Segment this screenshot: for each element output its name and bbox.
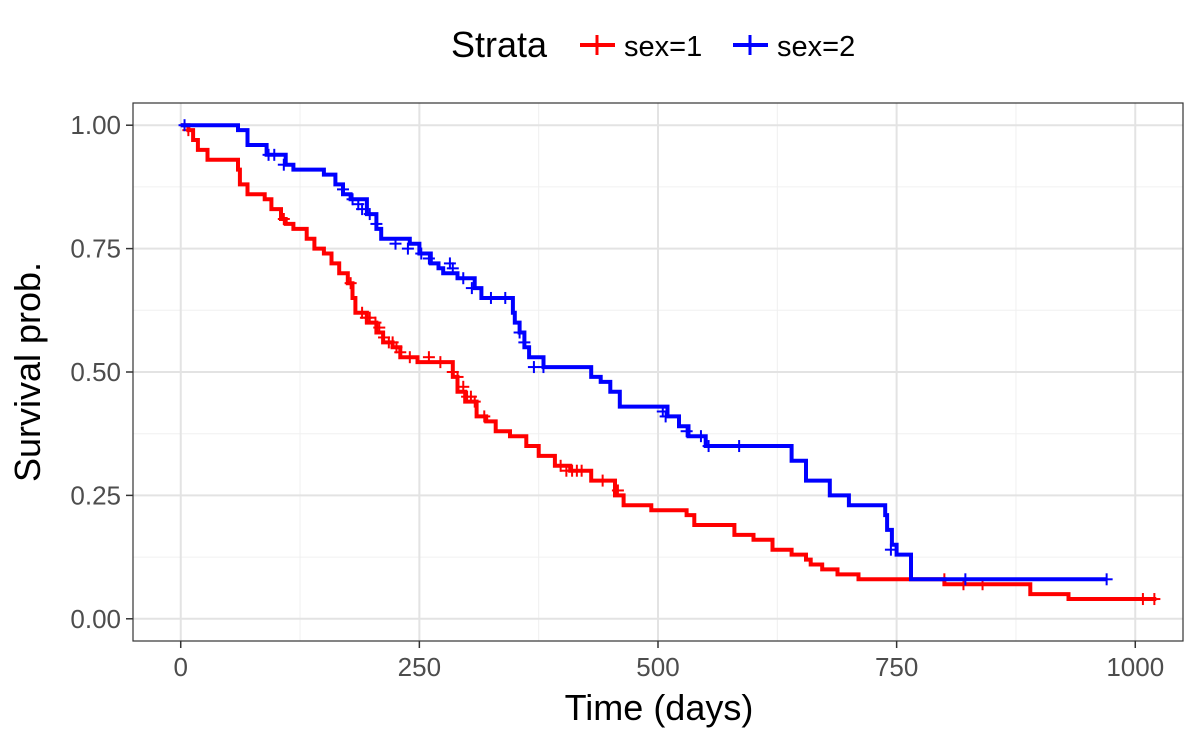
censor-mark xyxy=(394,346,407,359)
x-axis-title: Time (days) xyxy=(565,687,754,728)
censor-mark xyxy=(401,242,414,255)
censor-mark xyxy=(884,543,897,556)
censor-mark xyxy=(422,351,435,364)
censor-mark xyxy=(370,217,383,230)
axes: 0 250 500 750 1000 0.00 0.25 0.50 0.75 1.00 xyxy=(70,110,1164,682)
censor-mark xyxy=(959,573,972,586)
censor-mark xyxy=(702,440,715,453)
censor-mark xyxy=(344,277,357,290)
censor-mark xyxy=(389,237,402,250)
censor-mark xyxy=(268,148,281,161)
censor-mark xyxy=(434,356,447,369)
censor-mark xyxy=(451,370,464,383)
censor-mark xyxy=(363,208,376,221)
censor-mark xyxy=(465,282,478,295)
censor-mark xyxy=(1100,573,1113,586)
censor-mark xyxy=(694,430,707,443)
legend-key-sex-1 xyxy=(580,35,615,55)
censor-mark xyxy=(499,291,512,304)
censor-mark xyxy=(484,291,497,304)
x-tick-label: 250 xyxy=(398,652,441,682)
legend-label-sex-2: sex=2 xyxy=(777,31,855,63)
censor-mark xyxy=(733,440,746,453)
y-axis-title: Survival prob. xyxy=(7,262,48,482)
censor-mark xyxy=(337,183,349,196)
censor-mark xyxy=(518,336,531,349)
censor-mark xyxy=(537,361,550,374)
grid xyxy=(133,103,1183,641)
km-curve-sex-1 xyxy=(180,123,1157,601)
censor-mark xyxy=(422,252,435,265)
censor-mark xyxy=(277,212,290,225)
legend-title: Strata xyxy=(451,24,548,65)
censor-mark xyxy=(575,464,588,477)
x-tick-label: 0 xyxy=(173,652,187,682)
x-tick-label: 500 xyxy=(636,652,679,682)
censor-mark xyxy=(373,321,386,334)
series-layer xyxy=(178,119,1161,606)
censor-mark xyxy=(446,262,459,275)
legend-key-sex-2 xyxy=(733,35,768,55)
censor-mark xyxy=(468,395,481,408)
x-tick-label: 750 xyxy=(875,652,918,682)
y-tick-label: 1.00 xyxy=(70,110,121,140)
y-tick-label: 0.00 xyxy=(70,604,121,634)
censor-mark xyxy=(611,484,624,497)
x-tick-label: 1000 xyxy=(1106,652,1164,682)
censor-mark xyxy=(277,158,290,171)
censor-mark xyxy=(596,474,609,487)
censor-mark xyxy=(478,410,491,423)
censor-mark xyxy=(356,203,369,216)
y-tick-label: 0.75 xyxy=(70,234,121,264)
y-tick-label: 0.25 xyxy=(70,480,121,510)
censor-mark xyxy=(457,380,470,393)
censor-mark xyxy=(403,351,416,364)
censor-mark xyxy=(659,410,672,423)
censor-mark xyxy=(1136,593,1149,606)
censor-mark xyxy=(178,119,191,132)
censor-mark xyxy=(457,272,470,285)
legend-label-sex-1: sex=1 xyxy=(624,31,702,63)
censor-mark xyxy=(513,326,526,339)
km-curve-sex-2 xyxy=(180,123,1107,582)
legend: Strata sex=1 sex=2 xyxy=(451,24,855,65)
censor-mark xyxy=(1148,593,1161,606)
censor-mark xyxy=(680,425,693,438)
y-tick-label: 0.50 xyxy=(70,357,121,387)
censor-mark xyxy=(415,247,428,260)
